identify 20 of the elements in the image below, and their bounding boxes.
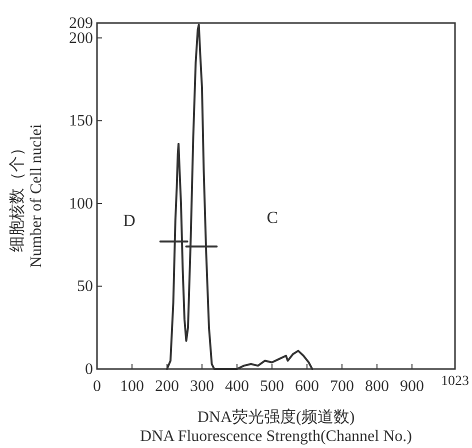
annotation: D: [123, 211, 136, 230]
x-tick-label: 100: [120, 378, 144, 395]
y-tick-label: 50: [77, 278, 93, 296]
x-tick-label: 1023: [441, 374, 469, 389]
y-tick-label: 0: [85, 361, 93, 378]
x-tick-label: 700: [330, 378, 354, 395]
y-tick-label: 150: [69, 112, 93, 130]
x-tick-label: 400: [224, 378, 249, 395]
y-tick-label: 100: [69, 195, 93, 212]
x-tick-label: 500: [260, 378, 284, 395]
x-tick-label: 800: [364, 378, 389, 395]
y-axis-title: 细胞核数（个） Number of Cell nuclei: [8, 124, 45, 268]
annotation: C: [266, 208, 278, 227]
y-tick-label: 209: [69, 15, 93, 32]
x-tick-label: 900: [400, 378, 424, 395]
x-tick-label: 300: [190, 378, 214, 395]
x-tick-label: 200: [154, 378, 179, 395]
x-axis-title: DNA荧光强度(频道数) DNA Fluorescence Strength(Channel No.): [140, 408, 412, 445]
y-tick-label: 200: [69, 30, 93, 47]
x-tick-label: 600: [294, 378, 319, 395]
